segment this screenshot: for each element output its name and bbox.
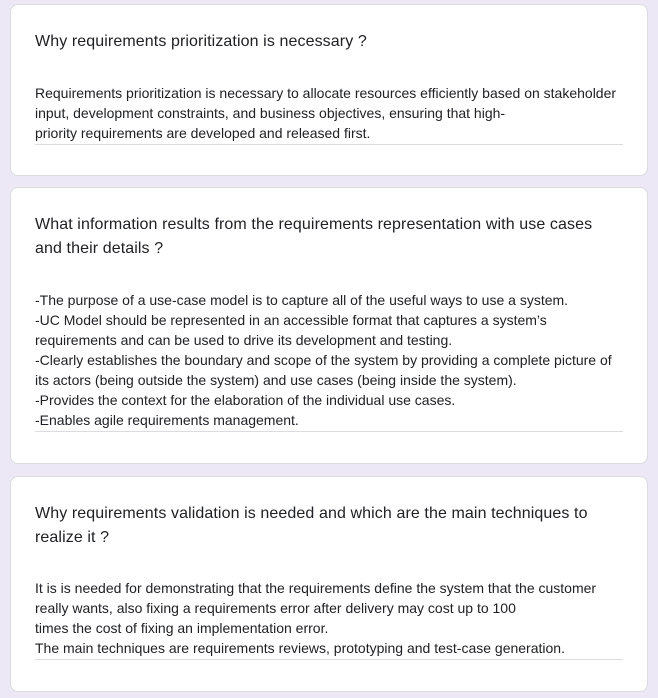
- answer-text-field[interactable]: -The purpose of a use-case model is to c…: [35, 290, 623, 432]
- question-title: What information results from the requir…: [35, 216, 593, 257]
- question-card-1: Why requirements prioritization is neces…: [10, 4, 648, 176]
- question-title: Why requirements validation is needed an…: [35, 505, 588, 546]
- answer-text-field[interactable]: It is is needed for demonstrating that t…: [35, 578, 623, 660]
- question-card-2: What information results from the requir…: [10, 187, 648, 464]
- question-title: Why requirements prioritization is neces…: [35, 33, 367, 50]
- question-card-3: Why requirements validation is needed an…: [10, 476, 648, 692]
- answer-text-field[interactable]: Requirements prioritization is necessary…: [35, 83, 623, 145]
